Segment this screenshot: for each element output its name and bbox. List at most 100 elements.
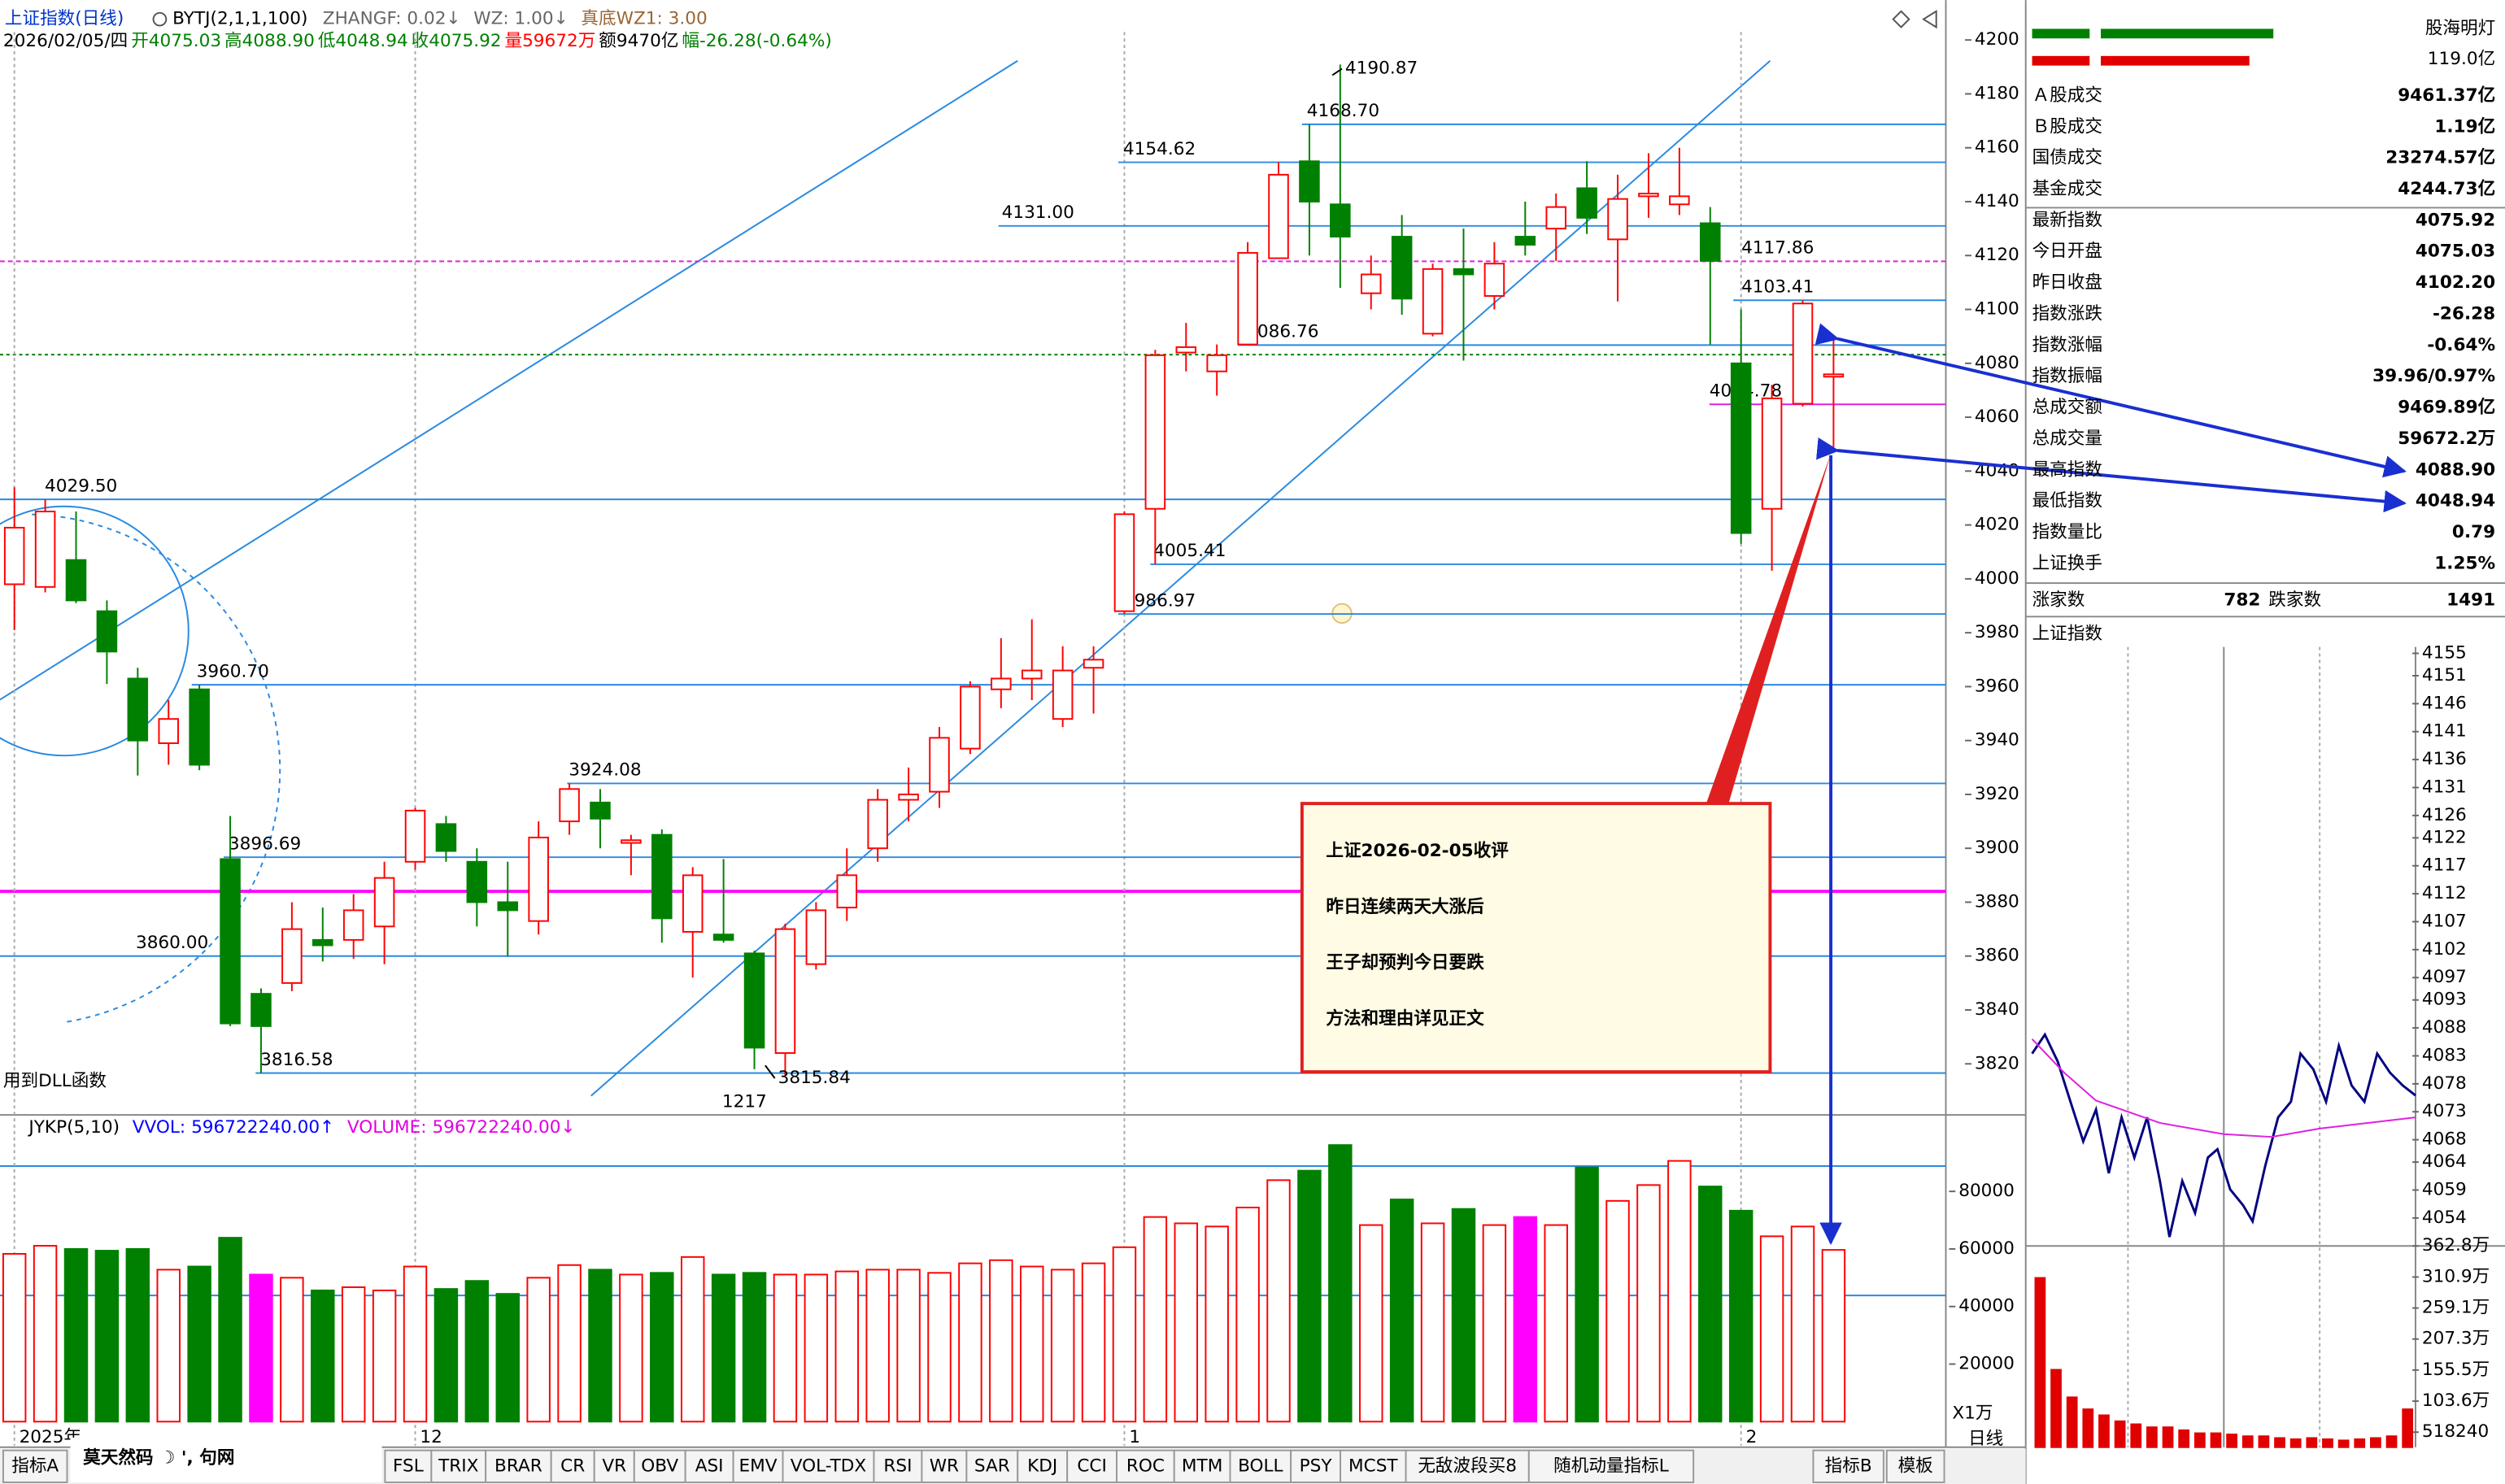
tab-label[interactable]: 指标A [11,1456,59,1476]
volume-bar [896,1269,921,1423]
tab[interactable] [430,1449,487,1483]
trend-line [0,59,1018,701]
note: 用到DLL函数 [3,1071,107,1091]
volume-bar [804,1273,829,1423]
tab-label[interactable]: 无敌波段买8 [1418,1456,1517,1476]
tab[interactable] [1340,1449,1407,1483]
tab-label[interactable]: MTM [1182,1456,1222,1476]
candle-body [1638,193,1659,198]
tab[interactable] [1885,1449,1945,1483]
candle-body [1021,669,1043,680]
panel-value: 4075.92 [2416,210,2495,230]
indicator-value: WZ: 1.00↓ [473,9,568,29]
tab-label[interactable]: TRIX [438,1456,479,1476]
tab-label[interactable]: BOLL [1238,1456,1283,1476]
y-tick-label: 4020 [1975,515,2019,535]
marker-label: 1217 [722,1091,767,1112]
logo-bg [70,1437,382,1482]
volume-bar [2050,1369,2062,1448]
breadth-label: 跌家数 [2268,590,2321,611]
level-label: 4154.62 [1123,139,1196,159]
candle-body [3,526,25,585]
tab[interactable] [1229,1449,1292,1483]
tab[interactable] [1290,1449,1342,1483]
tab[interactable] [1017,1449,1069,1483]
breadth-value: 782 [2224,590,2260,611]
volume-bar [2289,1438,2302,1448]
volume-bar [218,1237,242,1423]
price-line [2031,1038,2416,1138]
volume-bar [526,1277,551,1423]
volume-bar [63,1247,89,1423]
tab[interactable] [732,1449,784,1483]
candle-body [127,677,149,742]
tab-label[interactable]: ROC [1126,1456,1165,1476]
volume-bar [1451,1208,1476,1423]
tab-label[interactable]: OBV [641,1456,678,1476]
tab[interactable] [1527,1449,1695,1483]
volume-bar [927,1272,952,1423]
tab[interactable] [485,1449,552,1483]
tab-label[interactable]: BRAR [494,1456,542,1476]
tab-label[interactable]: CR [560,1456,585,1476]
tab[interactable] [1116,1449,1175,1483]
tab-label[interactable]: 随机动量指标L [1553,1456,1669,1476]
tab[interactable] [593,1449,635,1483]
tab-label[interactable]: VOL-TDX [791,1456,867,1476]
volume-bar [1174,1222,1199,1423]
tab-label[interactable]: 模板 [1898,1456,1933,1476]
tab[interactable] [1405,1449,1530,1483]
level-label: 4131.00 [1002,202,1074,223]
tab-label[interactable]: 指标B [1825,1456,1872,1476]
tab[interactable] [873,1449,923,1483]
volume-bar [1513,1216,1538,1423]
candle-body [96,610,118,653]
panel-value: -0.64% [2427,335,2495,355]
y-tick-label: 3940 [1975,730,2019,751]
panel-value: 1.25% [2434,553,2495,573]
panel-label: 指数振幅 [2032,366,2102,386]
tab[interactable] [2,1449,68,1483]
tab-label[interactable]: RSI [883,1456,912,1476]
info-item: 高4088.90 [224,31,315,51]
icon[interactable] [1892,10,1910,28]
tab-label[interactable]: ASI [695,1456,724,1476]
candle-body [1299,160,1320,202]
volume-bar [1759,1235,1784,1423]
tab-label[interactable]: FSL [393,1456,424,1476]
tab-label[interactable]: CCI [1077,1456,1107,1476]
panel-label: 最新指数 [2032,210,2102,230]
volume-bar [619,1273,643,1423]
tab-label[interactable]: MCST [1348,1456,1398,1476]
info-item: 收4075.92 [412,31,502,51]
tab[interactable] [782,1449,875,1483]
indicator-value: 真底WZ1: 3.00 [581,9,707,29]
panel-badge: 股海明灯 [2425,18,2495,38]
tab-label[interactable]: WR [930,1456,959,1476]
tab-label[interactable]: KDJ [1027,1456,1057,1476]
tab-label[interactable]: PSY [1300,1456,1333,1476]
y-tick-label: 4120 [1975,245,2019,265]
tab-label[interactable]: VR [602,1456,626,1476]
candle-body [621,839,642,844]
level-label: 4029.50 [45,476,117,496]
candle-body [743,952,765,1049]
info-item: 低4048.94 [318,31,408,51]
volume-bar [1667,1160,1692,1423]
volume-bar [2258,1435,2270,1448]
icon[interactable] [1922,10,1937,29]
level-label: 4005.41 [1153,541,1226,561]
y-tick-label: 3960 [1975,676,2019,696]
volume-header: JYKP(5,10) VVOL: 596722240.00↑ VOLUME: 596… [27,1117,575,1138]
panel-value: 4048.94 [2416,491,2495,511]
legend-entry: VVOL: 596722240.00↑ [133,1117,334,1138]
x-tick-label: 12 [420,1427,442,1447]
y-tick-label: 310.9万 [2422,1266,2490,1286]
candle-body [1391,236,1413,300]
tab[interactable] [921,1449,968,1483]
period-label: 日线 [1968,1429,2003,1449]
tab[interactable] [1812,1449,1884,1483]
tab-label[interactable]: SAR [974,1456,1010,1476]
tab-label[interactable]: EMV [739,1456,778,1476]
